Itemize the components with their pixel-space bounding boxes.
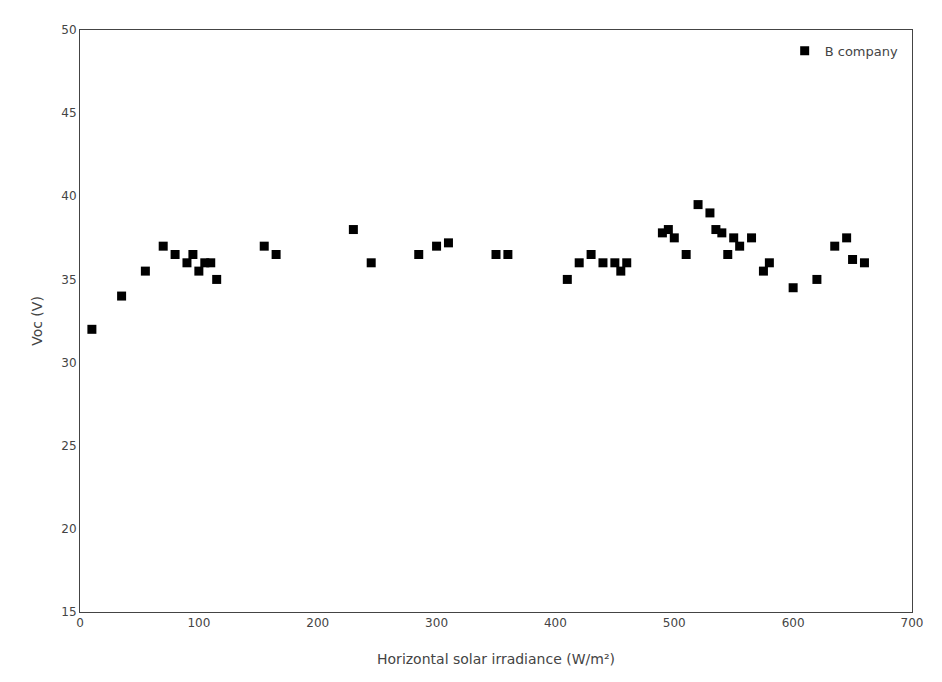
svg-text:700: 700 bbox=[901, 616, 924, 630]
svg-text:600: 600 bbox=[782, 616, 805, 630]
svg-text:25: 25 bbox=[61, 439, 76, 453]
svg-text:300: 300 bbox=[425, 616, 448, 630]
svg-text:0: 0 bbox=[76, 616, 84, 630]
svg-text:15: 15 bbox=[61, 605, 76, 619]
svg-text:20: 20 bbox=[61, 522, 76, 536]
svg-text:Horizontal solar irradiance (W: Horizontal solar irradiance (W/m²) bbox=[377, 651, 615, 667]
svg-text:50: 50 bbox=[61, 23, 76, 37]
svg-text:B company: B company bbox=[825, 44, 898, 59]
svg-text:Voc (V): Voc (V) bbox=[29, 296, 45, 346]
svg-text:100: 100 bbox=[187, 616, 210, 630]
svg-text:30: 30 bbox=[61, 356, 76, 370]
svg-text:35: 35 bbox=[61, 273, 76, 287]
svg-text:400: 400 bbox=[544, 616, 567, 630]
svg-text:45: 45 bbox=[61, 106, 76, 120]
svg-text:500: 500 bbox=[663, 616, 686, 630]
svg-text:40: 40 bbox=[61, 189, 76, 203]
svg-text:200: 200 bbox=[306, 616, 329, 630]
